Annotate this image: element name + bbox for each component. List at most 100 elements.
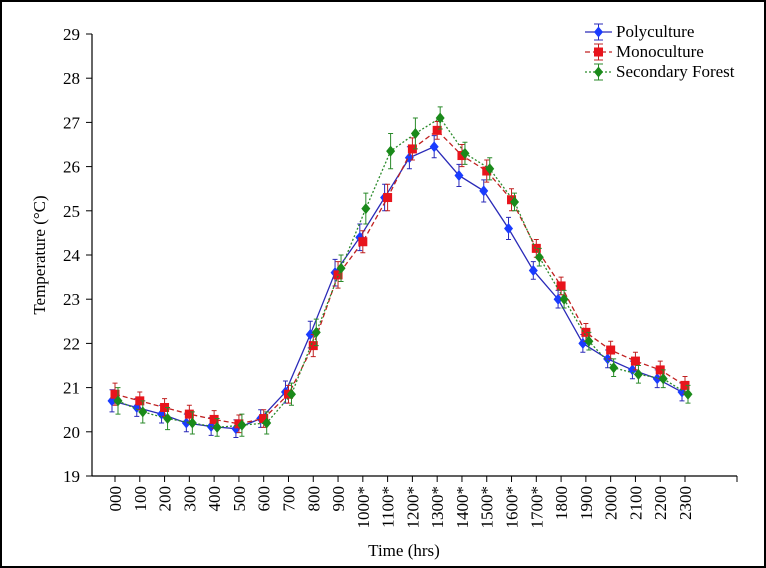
point xyxy=(113,395,123,407)
point xyxy=(655,365,665,375)
point xyxy=(528,264,538,276)
x-tick-label: 1500* xyxy=(478,486,497,529)
x-tick-label: 600 xyxy=(255,486,274,512)
x-tick-label: 900 xyxy=(329,486,348,512)
point xyxy=(559,293,569,305)
x-tick-label: 1000* xyxy=(354,486,373,529)
x-tick-label: 000 xyxy=(106,486,125,512)
legend-label: Monoculture xyxy=(616,42,704,61)
y-tick-label: 28 xyxy=(63,69,80,88)
point xyxy=(606,345,616,355)
point xyxy=(680,380,690,390)
x-tick-label: 2100 xyxy=(626,486,645,520)
point xyxy=(553,293,563,305)
point xyxy=(138,406,148,418)
point xyxy=(581,327,591,337)
point xyxy=(457,151,467,161)
legend-marker xyxy=(594,66,603,78)
point xyxy=(652,373,662,385)
y-tick-label: 25 xyxy=(63,202,80,221)
x-tick-label: 1100* xyxy=(379,486,398,528)
y-tick-label: 20 xyxy=(63,423,80,442)
point xyxy=(184,409,194,419)
point xyxy=(627,364,637,376)
x-tick-label: 1700* xyxy=(527,486,546,529)
point xyxy=(187,417,197,429)
point xyxy=(110,389,120,399)
x-tick-label: 1200* xyxy=(403,486,422,529)
x-tick-label: 800 xyxy=(304,486,323,512)
y-tick-label: 22 xyxy=(63,334,80,353)
point xyxy=(358,237,368,247)
x-tick-label: 1400* xyxy=(453,486,472,529)
point xyxy=(454,169,464,181)
point xyxy=(479,185,489,197)
point xyxy=(504,222,514,234)
y-axis-title: Temperature (°C) xyxy=(30,195,49,314)
x-tick-label: 700 xyxy=(279,486,298,512)
point xyxy=(556,281,566,291)
legend-label: Secondary Forest xyxy=(616,62,735,81)
point xyxy=(286,388,296,400)
point xyxy=(482,166,492,176)
legend-marker xyxy=(594,26,603,38)
point xyxy=(609,362,619,374)
series-line xyxy=(117,117,689,429)
point xyxy=(407,144,417,154)
point xyxy=(630,356,640,366)
y-tick-label: 21 xyxy=(63,379,80,398)
y-tick-label: 19 xyxy=(63,467,80,486)
x-axis-title: Time (hrs) xyxy=(368,541,440,560)
point xyxy=(432,125,442,135)
point xyxy=(531,243,541,253)
x-tick-label: 2300 xyxy=(676,486,695,520)
point xyxy=(333,270,343,280)
point xyxy=(163,413,173,425)
point xyxy=(485,163,495,175)
point xyxy=(237,419,247,431)
x-tick-label: 500 xyxy=(230,486,249,512)
point xyxy=(386,145,396,157)
x-tick-label: 300 xyxy=(180,486,199,512)
point xyxy=(311,326,321,338)
point xyxy=(308,341,318,351)
point xyxy=(435,112,445,124)
y-tick-label: 23 xyxy=(63,290,80,309)
point xyxy=(410,127,420,139)
point xyxy=(383,193,393,203)
legend-marker xyxy=(594,47,603,57)
point xyxy=(584,335,594,347)
x-tick-label: 1800 xyxy=(552,486,571,520)
x-tick-label: 1900 xyxy=(577,486,596,520)
y-tick-label: 29 xyxy=(63,25,80,44)
legend-label: Polyculture xyxy=(616,22,694,41)
x-tick-label: 2000 xyxy=(602,486,621,520)
point xyxy=(212,421,222,433)
point xyxy=(336,262,346,274)
point xyxy=(361,203,371,215)
x-tick-label: 400 xyxy=(205,486,224,512)
point xyxy=(534,251,544,263)
point xyxy=(135,396,145,406)
point xyxy=(633,368,643,380)
point xyxy=(603,353,613,365)
point xyxy=(460,147,470,159)
y-tick-label: 27 xyxy=(63,113,81,132)
point xyxy=(259,414,269,424)
point xyxy=(262,417,272,429)
point xyxy=(507,195,517,205)
x-tick-label: 1600* xyxy=(503,486,522,529)
point xyxy=(683,388,693,400)
point xyxy=(181,417,191,429)
point xyxy=(510,196,520,208)
y-tick-label: 26 xyxy=(63,158,80,177)
x-tick-label: 200 xyxy=(156,486,175,512)
point xyxy=(209,414,219,424)
x-tick-label: 2200 xyxy=(651,486,670,520)
x-tick-label: 100 xyxy=(131,486,150,512)
x-tick-label: 1300* xyxy=(428,486,447,529)
point xyxy=(658,373,668,385)
point xyxy=(160,402,170,412)
